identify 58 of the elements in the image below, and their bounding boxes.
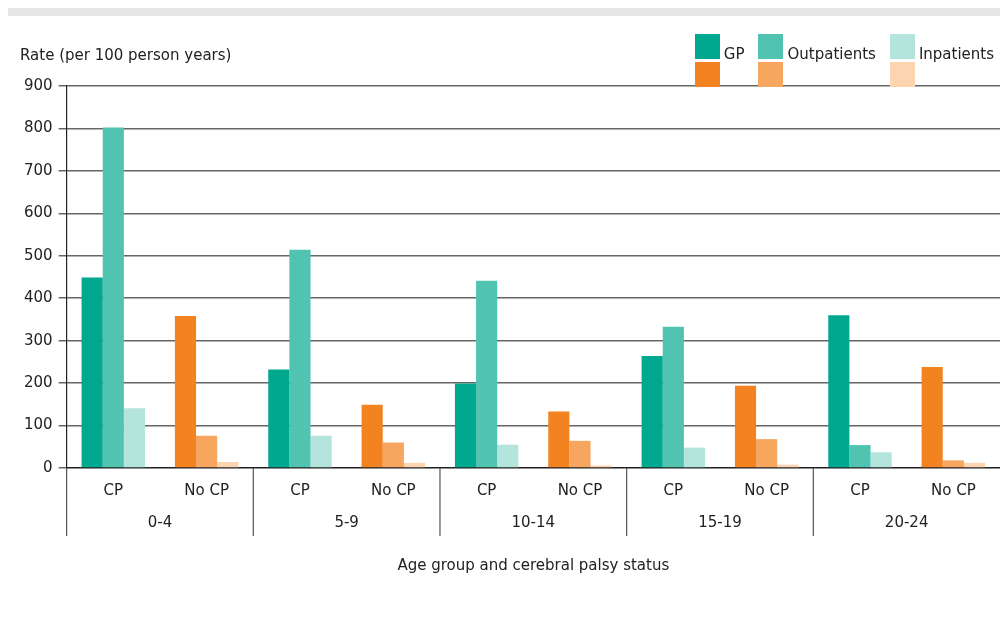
bar <box>756 439 778 468</box>
x-tick-label: CP <box>103 480 124 499</box>
bar <box>81 277 103 468</box>
bar <box>217 462 239 468</box>
x-tick-label: No CP <box>370 480 416 499</box>
bar <box>497 444 519 468</box>
y-tick-label: 0 <box>43 457 53 476</box>
x-tick-label: CP <box>290 480 310 499</box>
bar <box>174 316 197 468</box>
x-axis-title: Age group and cerebral palsy status <box>397 555 670 574</box>
y-tick-label: 800 <box>23 118 53 137</box>
text: 10-14 <box>511 512 556 531</box>
bar <box>382 442 404 468</box>
bar <box>569 440 591 468</box>
bar <box>268 369 290 468</box>
text: 5-9 <box>334 512 359 531</box>
bar <box>921 366 943 468</box>
y-tick-label: 500 <box>23 245 53 264</box>
bar <box>403 462 426 468</box>
bar <box>548 411 570 468</box>
bar <box>641 355 663 468</box>
bar <box>734 385 757 468</box>
legend-label: Inpatients <box>918 44 994 65</box>
bar <box>123 408 146 468</box>
x-tick-label: No CP <box>930 480 976 499</box>
x-tick-label: No CP <box>744 480 789 499</box>
x-tick-label: CP <box>663 480 684 499</box>
bar <box>828 315 850 468</box>
y-tick-label: 400 <box>23 288 53 307</box>
y-tick-label: 100 <box>23 415 53 434</box>
bar <box>196 435 218 468</box>
bar <box>942 460 964 468</box>
x-tick-label: CP <box>476 480 497 499</box>
bar <box>870 452 892 468</box>
bar <box>310 435 332 468</box>
y-axis-title: Rate (per 100 person years) <box>20 46 232 65</box>
bar <box>849 445 871 468</box>
bar <box>662 326 684 468</box>
text: 0-4 <box>147 512 173 531</box>
legend-label: GP <box>723 44 745 65</box>
y-tick-label: 600 <box>23 203 53 222</box>
y-tick-label: 700 <box>23 160 53 179</box>
x-tick-label: No CP <box>557 480 603 499</box>
bar <box>289 249 311 468</box>
bar <box>963 462 986 468</box>
y-tick-label: 300 <box>23 330 53 349</box>
y-tick-label: 200 <box>23 373 53 391</box>
bar <box>476 280 498 468</box>
x-tick-label: No CP <box>184 480 229 499</box>
x-tick-label: CP <box>850 480 870 499</box>
text: 15-19 <box>698 512 742 531</box>
text: 20-24 <box>884 512 929 531</box>
bar <box>102 127 124 468</box>
bar <box>361 404 383 468</box>
bar <box>454 383 477 468</box>
legend-label: Outpatients <box>787 44 876 65</box>
bar <box>683 447 706 468</box>
y-tick-label: 900 <box>23 75 53 94</box>
